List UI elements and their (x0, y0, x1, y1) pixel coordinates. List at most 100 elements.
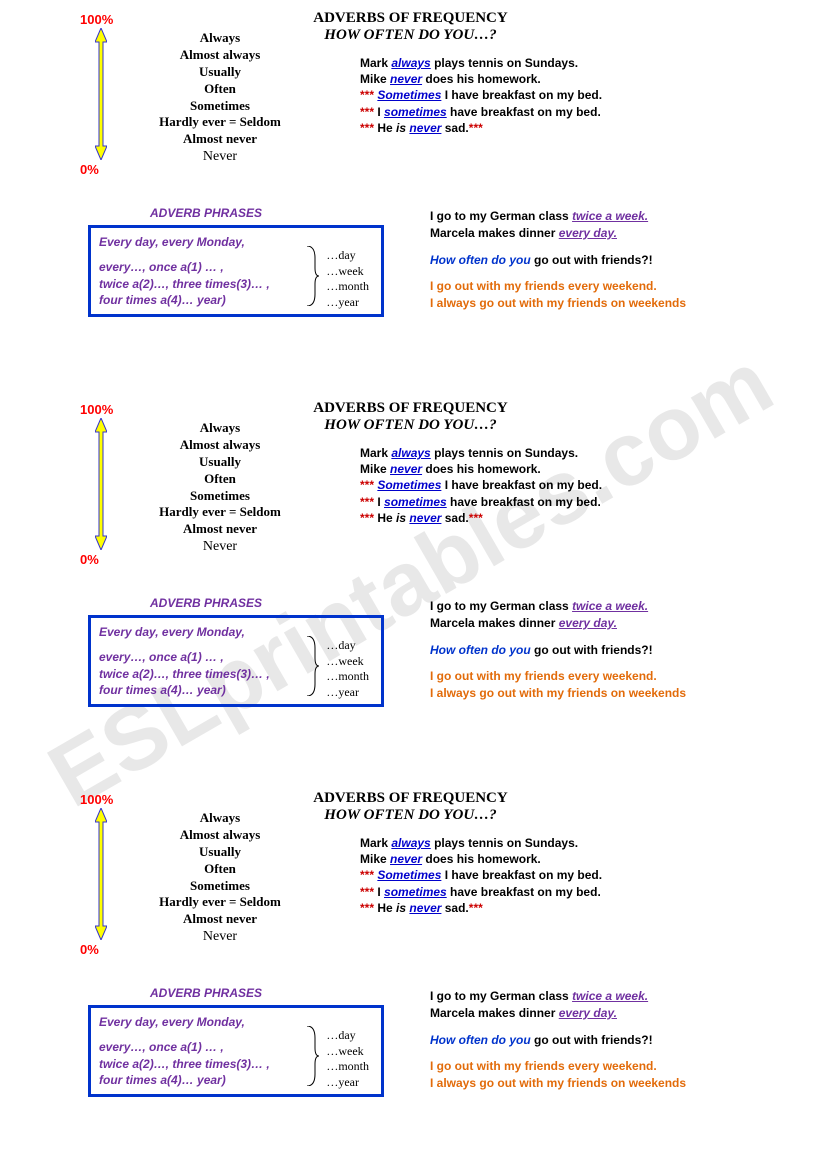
freq-item: Almost never (120, 131, 320, 148)
freq-item: Almost always (120, 827, 320, 844)
question-line: How often do you go out with friends?! (430, 642, 760, 659)
example-line: *** He is never sad.*** (360, 900, 602, 916)
frequency-list: Always Almost always Usually Often Somet… (120, 420, 320, 556)
curly-brace-icon (305, 636, 319, 696)
example-line: *** I sometimes have breakfast on my bed… (360, 884, 602, 900)
freq-item: Almost never (120, 911, 320, 928)
adverb-phrases-box: Every day, every Monday, every…, once a(… (88, 1005, 384, 1097)
curly-brace-icon (305, 246, 319, 306)
frequency-list: Always Almost always Usually Often Somet… (120, 810, 320, 946)
freq-item: Almost always (120, 47, 320, 64)
example-sentences: Mark always plays tennis on Sundays. Mik… (360, 55, 602, 136)
freq-item: Usually (120, 844, 320, 861)
example-line: I go to my German class twice a week. (430, 598, 760, 615)
freq-item: Usually (120, 64, 320, 81)
freq-item: Hardly ever = Seldom (120, 114, 320, 131)
freq-item: Hardly ever = Seldom (120, 894, 320, 911)
freq-item-never: Never (120, 538, 320, 556)
question-line: How often do you go out with friends?! (430, 252, 760, 269)
example-line: *** He is never sad.*** (360, 120, 602, 136)
worksheet-section: ADVERBS OF FREQUENCY HOW OFTEN DO YOU…? … (0, 0, 821, 380)
answer-line: I go out with my friends every weekend. (430, 668, 760, 685)
adverb-highlight: never (409, 121, 441, 135)
freq-item: Sometimes (120, 488, 320, 505)
example-line: *** I sometimes have breakfast on my bed… (360, 104, 602, 120)
adverb-phrases-box: Every day, every Monday, every…, once a(… (88, 225, 384, 317)
freq-item: Sometimes (120, 878, 320, 895)
phrase-highlight: every day. (559, 226, 617, 240)
phrases-text: Every day, every Monday, every…, once a(… (99, 234, 279, 309)
example-line: Mark always plays tennis on Sundays. (360, 55, 602, 71)
stars-marker: *** (360, 105, 377, 119)
example-sentences: Mark always plays tennis on Sundays. Mik… (360, 445, 602, 526)
double-arrow-icon (95, 28, 107, 160)
adverb-phrases-title: ADVERB PHRASES (150, 596, 262, 610)
answer-line: I go out with my friends every weekend. (430, 278, 760, 295)
example-sentences: Mark always plays tennis on Sundays. Mik… (360, 835, 602, 916)
double-arrow-icon (95, 808, 107, 940)
example-line: I go to my German class twice a week. (430, 988, 760, 1005)
worksheet-section: ADVERBS OF FREQUENCY HOW OFTEN DO YOU…? … (0, 780, 821, 1160)
example-line: *** Sometimes I have breakfast on my bed… (360, 867, 602, 883)
period-list: …day…week…month…year (326, 1028, 369, 1090)
example-line: Mike never does his homework. (360, 851, 602, 867)
percent-0-label: 0% (80, 162, 99, 177)
title-main: ADVERBS OF FREQUENCY (0, 400, 821, 417)
frequency-list: Always Almost always Usually Often Somet… (120, 30, 320, 166)
percent-100-label: 100% (80, 792, 113, 807)
period-list: …day …week …month …year (326, 248, 369, 310)
adverb-highlight: sometimes (384, 105, 447, 119)
example-line: Mark always plays tennis on Sundays. (360, 445, 602, 461)
example-line: *** He is never sad.*** (360, 510, 602, 526)
percent-0-label: 0% (80, 552, 99, 567)
freq-item: Almost always (120, 437, 320, 454)
adverb-phrases-title: ADVERB PHRASES (150, 206, 262, 220)
example-line: *** I sometimes have breakfast on my bed… (360, 494, 602, 510)
right-examples: I go to my German class twice a week. Ma… (430, 988, 760, 1092)
answer-line: I go out with my friends every weekend. (430, 1058, 760, 1075)
example-line: Mike never does his homework. (360, 461, 602, 477)
answer-line: I always go out with my friends on weeke… (430, 1075, 760, 1092)
adverb-highlight: Sometimes (377, 88, 441, 102)
example-line: Mike never does his homework. (360, 71, 602, 87)
phrases-text: Every day, every Monday, every…, once a(… (99, 1014, 279, 1089)
adverb-phrases-title: ADVERB PHRASES (150, 986, 262, 1000)
phrase-highlight: twice a week. (572, 209, 648, 223)
right-examples: I go to my German class twice a week. Ma… (430, 598, 760, 702)
curly-brace-icon (305, 1026, 319, 1086)
example-line: Marcela makes dinner every day. (430, 615, 760, 632)
percent-0-label: 0% (80, 942, 99, 957)
example-line: *** Sometimes I have breakfast on my bed… (360, 87, 602, 103)
freq-item: Usually (120, 454, 320, 471)
right-examples: I go to my German class twice a week. Ma… (430, 208, 760, 312)
example-line: Marcela makes dinner every day. (430, 1005, 760, 1022)
freq-item: Often (120, 81, 320, 98)
example-line: Mark always plays tennis on Sundays. (360, 835, 602, 851)
example-line: I go to my German class twice a week. (430, 208, 760, 225)
answer-line: I always go out with my friends on weeke… (430, 295, 760, 312)
freq-item: Often (120, 861, 320, 878)
period-item: …week (326, 264, 369, 280)
worksheet-section: ADVERBS OF FREQUENCY HOW OFTEN DO YOU…? … (0, 390, 821, 770)
double-arrow-icon (95, 418, 107, 550)
period-item: …day (326, 248, 369, 264)
example-line: Marcela makes dinner every day. (430, 225, 760, 242)
freq-item-never: Never (120, 148, 320, 166)
stars-marker: *** (360, 88, 377, 102)
period-item: …year (326, 295, 369, 311)
freq-item: Hardly ever = Seldom (120, 504, 320, 521)
question-line: How often do you go out with friends?! (430, 1032, 760, 1049)
adverb-highlight: always (391, 56, 430, 70)
freq-item: Often (120, 471, 320, 488)
percent-100-label: 100% (80, 12, 113, 27)
title-main: ADVERBS OF FREQUENCY (0, 10, 821, 27)
example-line: *** Sometimes I have breakfast on my bed… (360, 477, 602, 493)
adverb-highlight: never (390, 72, 422, 86)
title-main: ADVERBS OF FREQUENCY (0, 790, 821, 807)
freq-item: Sometimes (120, 98, 320, 115)
percent-100-label: 100% (80, 402, 113, 417)
answer-line: I always go out with my friends on weeke… (430, 685, 760, 702)
freq-item: Always (120, 420, 320, 437)
freq-item: Always (120, 30, 320, 47)
freq-item-never: Never (120, 928, 320, 946)
